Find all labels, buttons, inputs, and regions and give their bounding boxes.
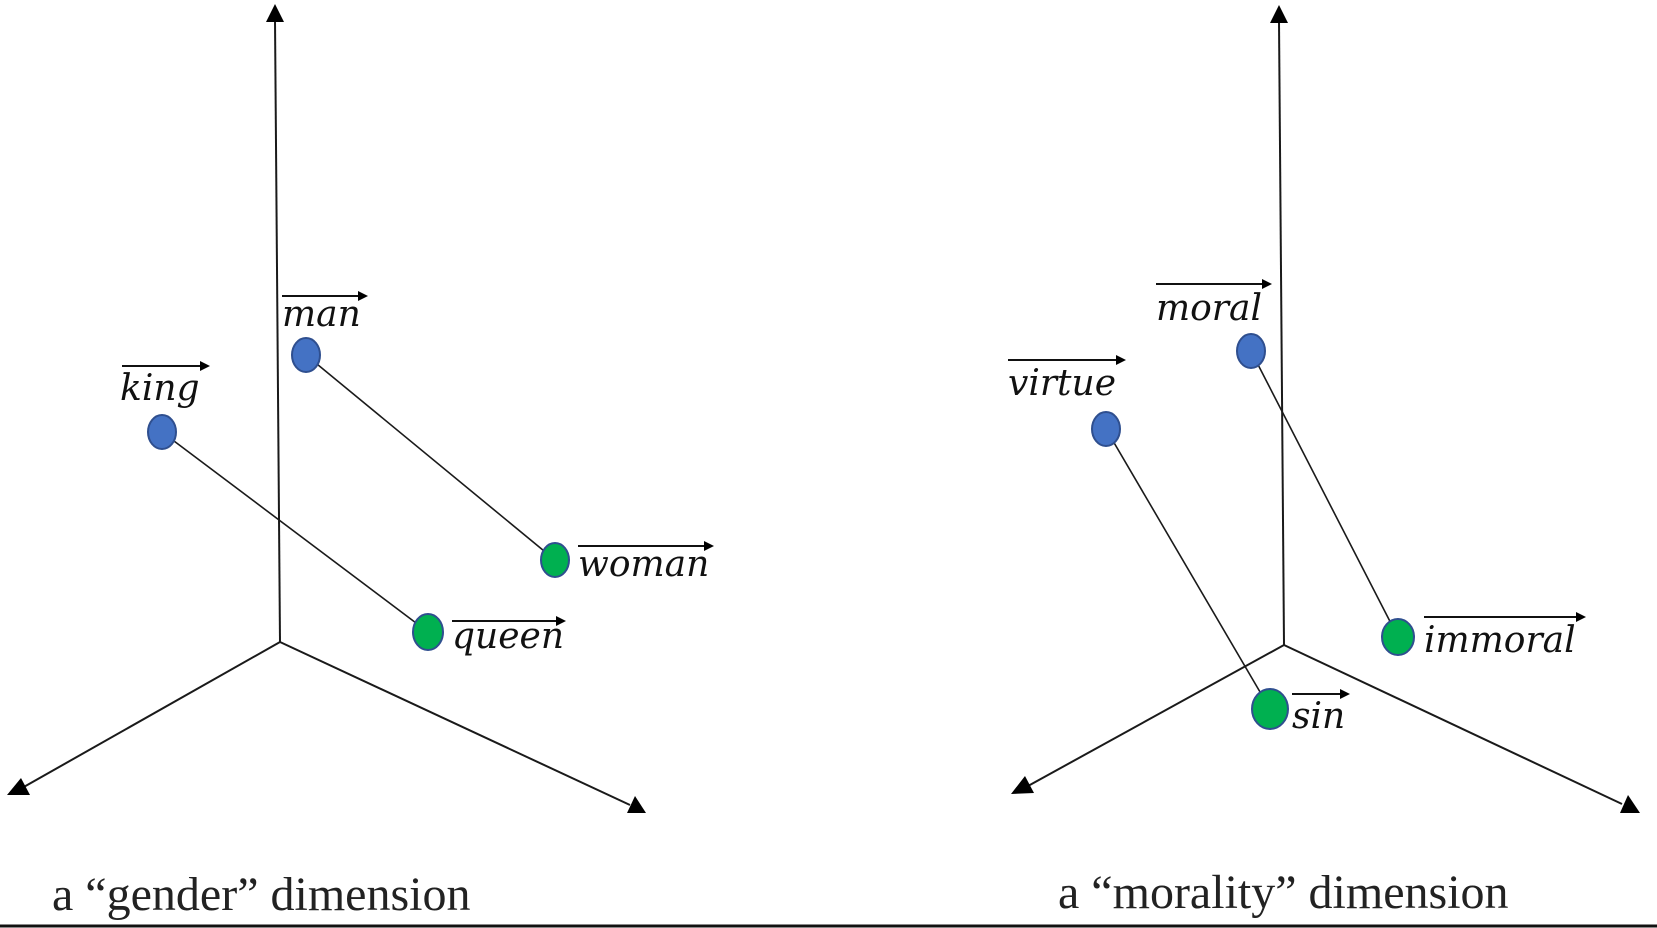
word-woman: woman	[578, 544, 709, 585]
label-sin: sin	[1292, 689, 1350, 737]
point-man	[291, 337, 321, 373]
label-woman: woman	[578, 541, 714, 585]
word-man: man	[282, 294, 361, 335]
axes-gender	[7, 4, 646, 813]
point-immoral	[1381, 618, 1415, 656]
axis-right	[279, 641, 631, 806]
axis-right-arrowhead	[1620, 795, 1640, 813]
caption-gender: a “gender” dimension	[52, 868, 471, 921]
word-queen: queen	[452, 616, 564, 657]
axis-vertical	[1278, 21, 1285, 646]
axis-left-arrowhead	[1011, 776, 1034, 794]
label-virtue: virtue	[1008, 355, 1126, 404]
label-king: king	[120, 361, 210, 409]
label-man: man	[282, 291, 368, 335]
axis-vertical-arrowhead	[1270, 5, 1288, 23]
axis-vertical-arrowhead	[266, 4, 284, 22]
vector-arrowhead	[704, 541, 714, 551]
axis-left-arrowhead	[7, 778, 30, 795]
word-immoral: immoral	[1424, 620, 1576, 661]
axis-right-arrowhead	[627, 796, 646, 813]
vector-arrowhead	[358, 291, 368, 301]
vector-arrowhead	[1340, 689, 1350, 699]
word-sin: sin	[1292, 696, 1345, 737]
caption-morality: a “morality” dimension	[1058, 866, 1509, 919]
vector-arrowhead	[1262, 279, 1272, 289]
link-moral-immoral	[1250, 350, 1399, 638]
link-virtue-sin	[1105, 428, 1271, 710]
label-moral: moral	[1156, 279, 1272, 329]
link-man-woman	[305, 354, 556, 561]
vector-arrowhead	[1116, 355, 1126, 365]
vector-arrowhead	[1576, 612, 1586, 622]
point-sin	[1251, 688, 1289, 730]
word-king: king	[120, 368, 200, 409]
point-moral	[1236, 333, 1266, 369]
panel-morality: virtue moral sin immoral a “morality” di…	[1008, 5, 1640, 919]
panel-gender: king man queen woman a “gender” dimensio…	[7, 4, 714, 921]
axis-vertical	[274, 19, 281, 643]
axis-left	[1027, 644, 1285, 787]
word-virtue: virtue	[1008, 363, 1116, 404]
point-woman	[540, 542, 570, 578]
vector-arrowhead	[556, 616, 566, 626]
axes-morality	[1011, 5, 1640, 813]
point-king	[147, 414, 177, 450]
point-virtue	[1091, 411, 1121, 447]
label-queen: queen	[452, 616, 566, 657]
word-moral: moral	[1156, 288, 1262, 329]
axis-right	[1283, 644, 1623, 805]
vector-arrowhead	[200, 361, 210, 371]
point-queen	[412, 613, 444, 651]
label-immoral: immoral	[1424, 612, 1586, 661]
axis-left	[21, 641, 281, 789]
link-king-queen	[161, 431, 429, 633]
